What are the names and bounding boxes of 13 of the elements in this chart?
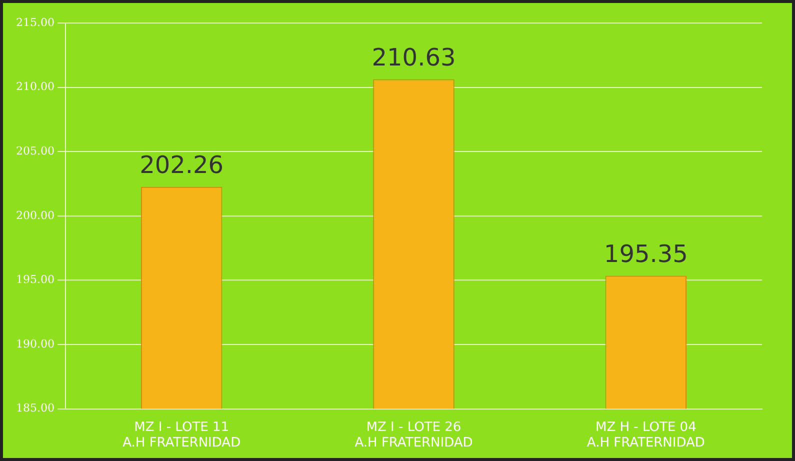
y-tick-label: 210.00: [16, 80, 54, 94]
y-tick-label: 200.00: [16, 208, 54, 222]
x-tick-label: MZ I - LOTE 11 A.H FRATERNIDAD: [122, 420, 241, 451]
y-tick-label: 195.00: [16, 273, 54, 286]
y-tick-label: 205.00: [16, 144, 54, 158]
y-tick-label: 215.00: [16, 16, 54, 29]
x-tick-label: MZ H - LOTE 04 A.H FRATERNIDAD: [586, 420, 705, 451]
y-tick-label: 190.00: [16, 337, 54, 350]
x-tick-label: MZ I - LOTE 26 A.H FRATERNIDAD: [354, 420, 473, 451]
y-tick-label: 185.00: [16, 402, 54, 415]
data-label: 210.63: [372, 43, 456, 72]
data-label: 195.35: [604, 240, 688, 268]
data-label: 202.26: [140, 151, 224, 180]
